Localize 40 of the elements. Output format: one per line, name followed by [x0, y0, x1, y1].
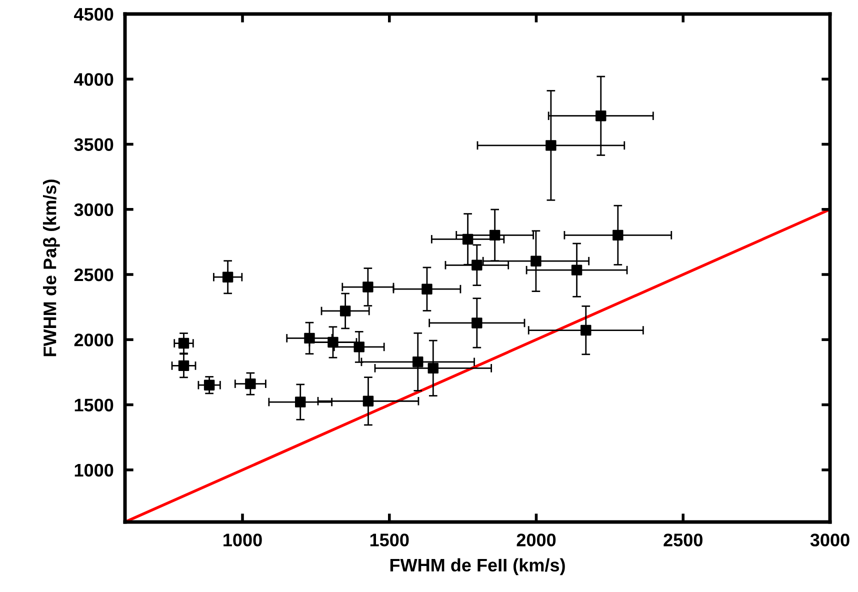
- y-tick-label: 3500: [74, 138, 114, 151]
- x-tick-label: 2500: [664, 534, 702, 546]
- point: [178, 338, 190, 349]
- point: [328, 336, 338, 348]
- point: [362, 396, 374, 406]
- y-tick-label: 4000: [74, 73, 114, 86]
- y-tick-label: 2000: [74, 334, 114, 346]
- y-tick-label: 2500: [74, 268, 114, 282]
- x-axis-title: FWHM de FeII (km/s): [390, 558, 565, 576]
- x-tick-label: 1000: [224, 534, 262, 546]
- point: [245, 378, 256, 390]
- y-tick-label: 1500: [74, 398, 114, 412]
- y-tick-label: 4500: [74, 8, 114, 21]
- point: [178, 360, 190, 372]
- point: [340, 306, 351, 316]
- point: [489, 230, 500, 241]
- point: [204, 380, 215, 390]
- point: [304, 332, 315, 344]
- point: [596, 110, 606, 122]
- point: [462, 234, 474, 245]
- point: [422, 284, 432, 294]
- point: [222, 272, 234, 282]
- x-tick-label: 2000: [516, 534, 556, 546]
- point: [580, 324, 592, 336]
- point: [571, 264, 582, 276]
- y-tick-label: 3000: [74, 203, 114, 216]
- point: [472, 260, 482, 270]
- point: [612, 230, 624, 241]
- x-tick-label: 3000: [810, 534, 850, 546]
- point: [362, 282, 374, 292]
- y-tick-label: 1000: [74, 464, 114, 477]
- point: [295, 396, 306, 408]
- point: [472, 318, 482, 328]
- point: [428, 362, 438, 374]
- point: [546, 140, 556, 151]
- x-tick-label: 1500: [370, 534, 409, 546]
- point: [354, 342, 364, 352]
- point: [412, 356, 424, 368]
- point: [530, 256, 542, 266]
- y-axis-title: FWHM de Paβ (km/s): [43, 180, 60, 356]
